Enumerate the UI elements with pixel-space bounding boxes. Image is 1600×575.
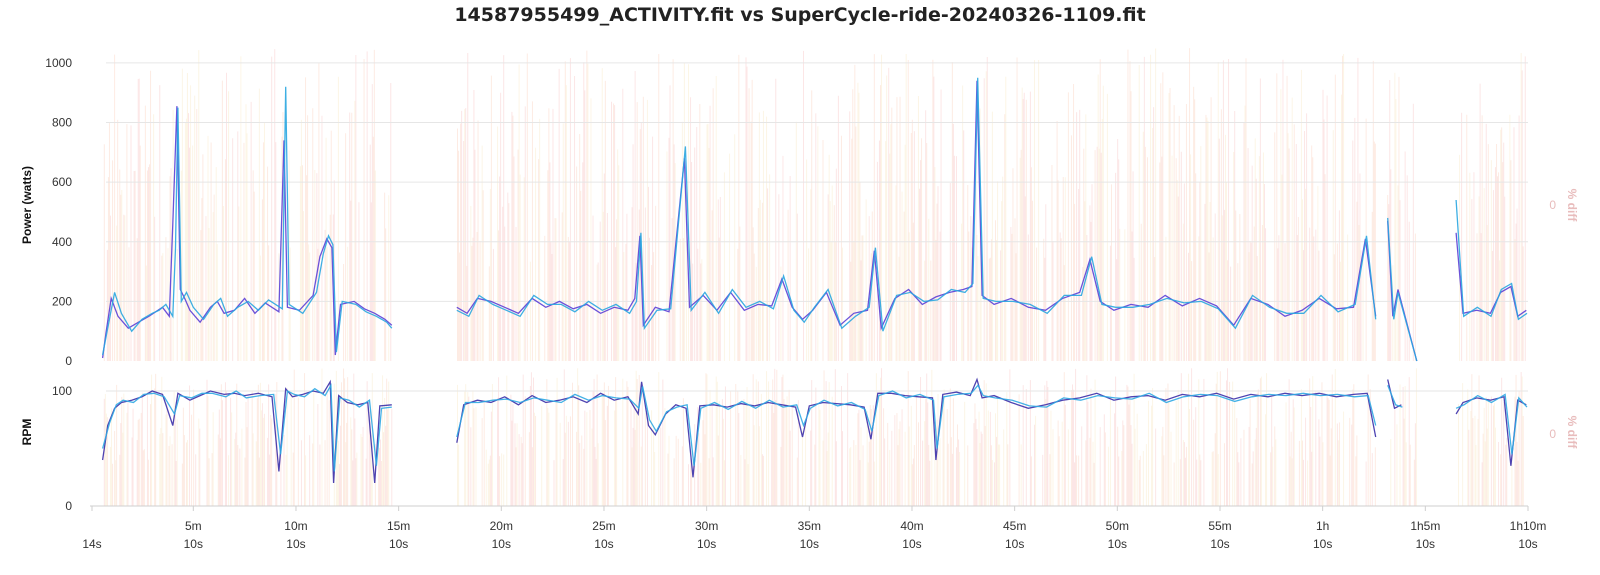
axes: Power (watts) RPM % diff % diff 0 0 0 200… [20,56,1579,513]
x-tick-sublabel: 10s [697,537,716,551]
power-y-tick-label: 800 [52,116,72,130]
x-tick-label: 14s [82,537,101,551]
power-series-2-line [456,77,1377,332]
power-y-tick-label: 600 [52,175,72,189]
power-series-2-line [1387,217,1418,362]
x-tick-sublabel: 10s [492,537,511,551]
cadence-series-2-line [101,382,392,472]
power-series-2-line [101,86,393,356]
x-tick-label: 30m [695,519,718,533]
x-tick-label: 5m [185,519,202,533]
cadence-series-2-line [456,384,1377,466]
rpm-axis-label: RPM [20,419,34,446]
x-tick-sublabel: 10s [1518,537,1537,551]
x-tick-label: 25m [592,519,615,533]
chart-title: 14587955499_ACTIVITY.fit vs SuperCycle-r… [454,4,1146,26]
x-tick-sublabel: 10s [594,537,613,551]
power-y-tick-label: 200 [52,294,72,308]
cadence-y-tick-label: 100 [52,384,72,398]
series-lines [101,77,1528,484]
power-axis-label: Power (watts) [20,166,34,244]
x-tick-label: 50m [1106,519,1129,533]
cadence-series-1-line [1387,379,1402,410]
x-tick-sublabel: 10s [1416,537,1435,551]
x-tick-sublabel: 10s [389,537,408,551]
x-tick-sublabel: 10s [1108,537,1127,551]
rpm-diff-axis-label: % diff [1565,416,1579,450]
x-tick-label: 10m [284,519,307,533]
x-tick-label: 20m [490,519,513,533]
cadence-series-1-line [456,377,1377,478]
x-tick-sublabel: 10s [1210,537,1229,551]
power-y-tick-label: 1000 [45,56,72,70]
power-diff-zero-tick: 0 [1549,198,1556,212]
power-series-1-line [101,106,393,359]
grid-lines [106,62,1528,392]
rpm-diff-zero-tick: 0 [1549,427,1556,441]
power-diff-axis-label: % diff [1565,189,1579,223]
cadence-series-2-line [1455,393,1528,455]
x-tick-label: 35m [798,519,821,533]
x-tick-sublabel: 10s [1005,537,1024,551]
x-tick-sublabel: 10s [800,537,819,551]
x-tick-sublabel: 10s [184,537,203,551]
x-tick-label: 55m [1208,519,1231,533]
x-tick-label: 40m [900,519,923,533]
cadence-y-tick-label: 0 [65,499,72,513]
x-tick-label: 1h10m [1510,519,1547,533]
power-series-1-line [456,80,1377,331]
x-tick-label: 1h [1316,519,1329,533]
diff-overlay [103,48,1526,506]
power-y-tick-label: 400 [52,235,72,249]
x-axis-ticks: 14s 5m 10s 10m 10s 15m 10s 20m 10s 25m 10s 30m 10s 35… [82,505,1547,551]
power-y-tick-label: 0 [65,354,72,368]
x-tick-sublabel: 10s [286,537,305,551]
x-tick-label: 1h5m [1410,519,1440,533]
x-tick-sublabel: 10s [902,537,921,551]
cadence-series-2-line [1387,385,1403,408]
x-tick-sublabel: 10s [1313,537,1332,551]
x-tick-label: 15m [387,519,410,533]
power-series-2-line [1455,199,1528,321]
x-tick-label: 45m [1003,519,1026,533]
